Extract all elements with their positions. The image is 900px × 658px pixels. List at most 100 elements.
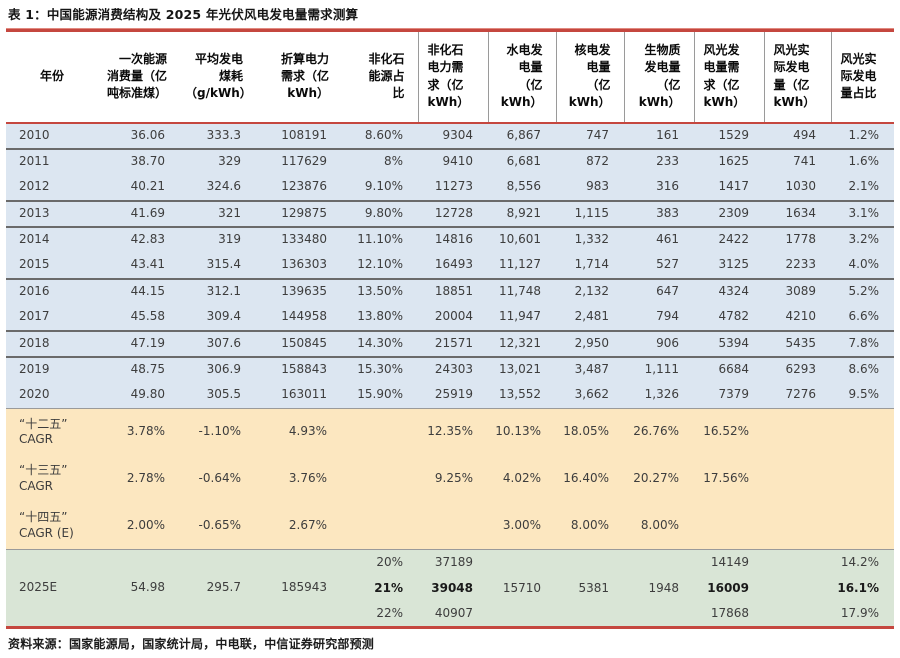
table-cell: 14.30%: [357, 335, 403, 350]
table-cell: 12.10%: [357, 257, 403, 272]
table-cell: [764, 456, 831, 503]
header-nonfossil-power: 非化石 电力需 求（亿 kWh）: [417, 30, 488, 123]
table-cell: 158843: [281, 362, 327, 377]
header-primary-energy: 一次能源 消费量（亿 吨标准煤）: [106, 51, 167, 101]
year-cell: 2016: [19, 284, 50, 299]
table-cell: 2422: [718, 232, 749, 247]
table-cell: 1,714: [574, 257, 609, 272]
table-cell: 4.0%: [848, 257, 880, 272]
table-cell: 1030: [785, 179, 816, 194]
table-cell: 6.6%: [848, 309, 880, 324]
table-cell: 316: [656, 179, 679, 194]
table-cell: 233: [656, 154, 679, 169]
table-cell: [624, 550, 694, 576]
table-cell: 1778: [785, 232, 816, 247]
table-cell: 41.69: [130, 205, 165, 220]
table-cell: 906: [656, 335, 679, 350]
table-row-2015: 2015 43.41 315.4 136303 12.10% 16493 11,127 1,7…: [6, 252, 894, 279]
table-cell: 54.98: [130, 580, 165, 595]
table-cell: 309.4: [206, 309, 241, 324]
table-cell: 2233: [785, 257, 816, 272]
table-cell: 43.41: [130, 257, 165, 272]
header-biomass: 生物质 发电量 （亿 kWh）: [623, 30, 694, 123]
table-row-2014: 2014 42.83 319 133480 11.10% 14816 10,601 1,332…: [6, 226, 894, 253]
table-cell: [556, 602, 624, 628]
table-cell: 16493: [434, 257, 473, 272]
table-cell: 139635: [281, 284, 327, 299]
table-row-forecast: 2025E 54.98 295.7 185943 20% 37189 14149 14.2%: [6, 549, 894, 594]
table-cell: 108191: [281, 127, 327, 142]
table-cell: 9.80%: [364, 205, 403, 220]
table-cell: 7379: [718, 387, 749, 402]
table-cell: [831, 503, 894, 550]
table-cell: 133480: [281, 232, 327, 247]
table-cell: [488, 602, 556, 628]
table-cell: 24303: [434, 362, 473, 377]
table-row-cagr: “十三五” CAGR 2.78% -0.64% 3.76% 9.25% 4.02% 16.4…: [6, 455, 894, 503]
table-cell: [342, 503, 418, 550]
table-cell: 47.19: [130, 335, 165, 350]
table-cell: 21571: [434, 335, 473, 350]
table-cell: 17.9%: [840, 605, 879, 620]
year-cell: 2019: [19, 362, 50, 377]
table-cell: 3.76%: [288, 471, 327, 486]
table-cell: 8%: [383, 154, 403, 169]
table-cell: -1.10%: [198, 424, 241, 439]
table-cell: 4.93%: [288, 424, 327, 439]
table-cell: 1,111: [644, 362, 679, 377]
table-cell: 1.6%: [848, 154, 880, 169]
table-cell: 9.25%: [434, 471, 473, 486]
table-cell: 1417: [718, 179, 749, 194]
table-cell: 5381: [578, 580, 609, 595]
table-cell: 8.60%: [364, 127, 403, 142]
table-cell: 136303: [281, 257, 327, 272]
table-cell: 312.1: [206, 284, 241, 299]
table-cell: 983: [586, 179, 609, 194]
table-cell: 150845: [281, 335, 327, 350]
table-cell: 11.10%: [357, 232, 403, 247]
table-cell: 1625: [718, 154, 749, 169]
table-cell: 6293: [785, 362, 816, 377]
table-cell: 6,681: [506, 154, 541, 169]
table-cell: 6684: [718, 362, 749, 377]
year-cell: 2010: [19, 127, 50, 142]
header-wind-solar-demand: 风光发 电量需 求（亿 kWh）: [693, 30, 764, 123]
table-cell: 10.13%: [495, 424, 541, 439]
table-cell: 45.58: [130, 309, 165, 324]
table-row-cagr: “十四五” CAGR (E) 2.00% -0.65% 2.67% 3.00% 8.00%…: [6, 502, 894, 550]
table-cell: 3.00%: [502, 517, 541, 532]
year-cell: 2017: [19, 309, 50, 324]
table-cell: 15.30%: [357, 362, 403, 377]
table-cell: 10,601: [499, 232, 541, 247]
table-cell: 1,332: [574, 232, 609, 247]
scenario-share-cell: 22%: [376, 605, 403, 620]
table-cell: 11,127: [499, 257, 541, 272]
table-cell: 20004: [434, 309, 473, 324]
table-cell: 16.1%: [837, 580, 879, 595]
table-cell: -0.65%: [198, 517, 241, 532]
cagr-label-cell: “十二五” CAGR: [19, 416, 68, 447]
table-cell: 17.56%: [703, 471, 749, 486]
table-cell: 2,950: [574, 335, 609, 350]
table-cell: 12,321: [499, 335, 541, 350]
table-cell: [556, 550, 624, 576]
table-header: 年份 一次能源 消费量（亿 吨标准煤） 平均发电 煤耗 （g/kWh） 折算电力…: [6, 30, 894, 123]
table-cell: 26.76%: [633, 424, 679, 439]
table-cell: 333.3: [206, 127, 241, 142]
table-cell: 3125: [718, 257, 749, 272]
table-cell: 16.52%: [703, 424, 749, 439]
table-cell: 2.1%: [848, 179, 880, 194]
table-cell: 2,132: [574, 284, 609, 299]
table-cell: 3.78%: [126, 424, 165, 439]
table-cell: [624, 602, 694, 628]
table-cell: 5394: [718, 335, 749, 350]
table-cell: 494: [793, 127, 816, 142]
table-cell: -0.64%: [198, 471, 241, 486]
table-cell: 17868: [710, 605, 749, 620]
year-cell: 2013: [19, 205, 50, 220]
table-cell: 18851: [434, 284, 473, 299]
table-cell: 44.15: [130, 284, 165, 299]
table-title: 表 1：中国能源消费结构及 2025 年光伏风电发电量需求测算: [6, 2, 894, 29]
table-cell: 747: [586, 127, 609, 142]
table-cell: 15.90%: [357, 387, 403, 402]
